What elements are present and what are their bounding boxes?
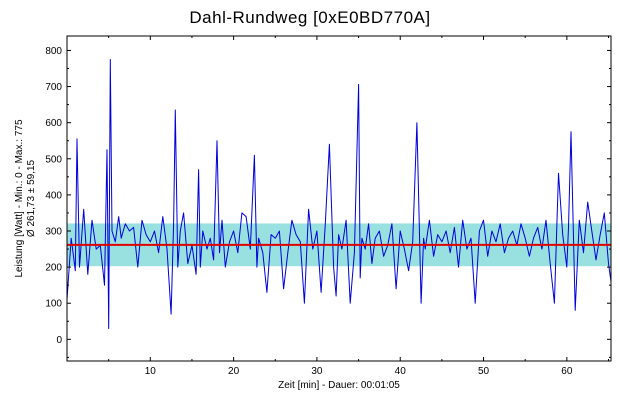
y-tick-label: 700 (45, 82, 62, 93)
y-tick-label: 200 (45, 263, 62, 274)
y-axis-sublabel: Ø 261,73 ± 59,15 (26, 159, 37, 237)
y-tick-label: 400 (45, 190, 62, 201)
x-tick-label: 40 (395, 366, 407, 377)
y-tick-label: 0 (56, 335, 62, 346)
tick-layer: 0 100 200 300 400 500 600 700 800 10 20 30 40 50 60 (45, 36, 611, 377)
x-tick-label: 10 (145, 366, 157, 377)
series-line-0 (66, 59, 612, 329)
chart-title: Dahl-Rundweg [0xE0BD770A] (189, 8, 431, 27)
y-tick-label: 300 (45, 227, 62, 238)
x-tick-label: 20 (228, 366, 240, 377)
y-tick-label: 500 (45, 154, 62, 165)
plot-frame (66, 35, 612, 362)
y-axis-label: Leistung [Watt] - Min.: 0 - Max.: 775 (14, 119, 25, 277)
y-tick-label: 600 (45, 118, 62, 129)
series-layer (66, 59, 612, 329)
x-tick-label: 60 (561, 366, 573, 377)
x-tick-label: 50 (478, 366, 490, 377)
y-tick-label: 800 (45, 46, 62, 57)
y-tick-label: 100 (45, 299, 62, 310)
x-tick-label: 30 (311, 366, 323, 377)
x-axis-label: Zeit [min] - Dauer: 00:01:05 (278, 380, 400, 391)
